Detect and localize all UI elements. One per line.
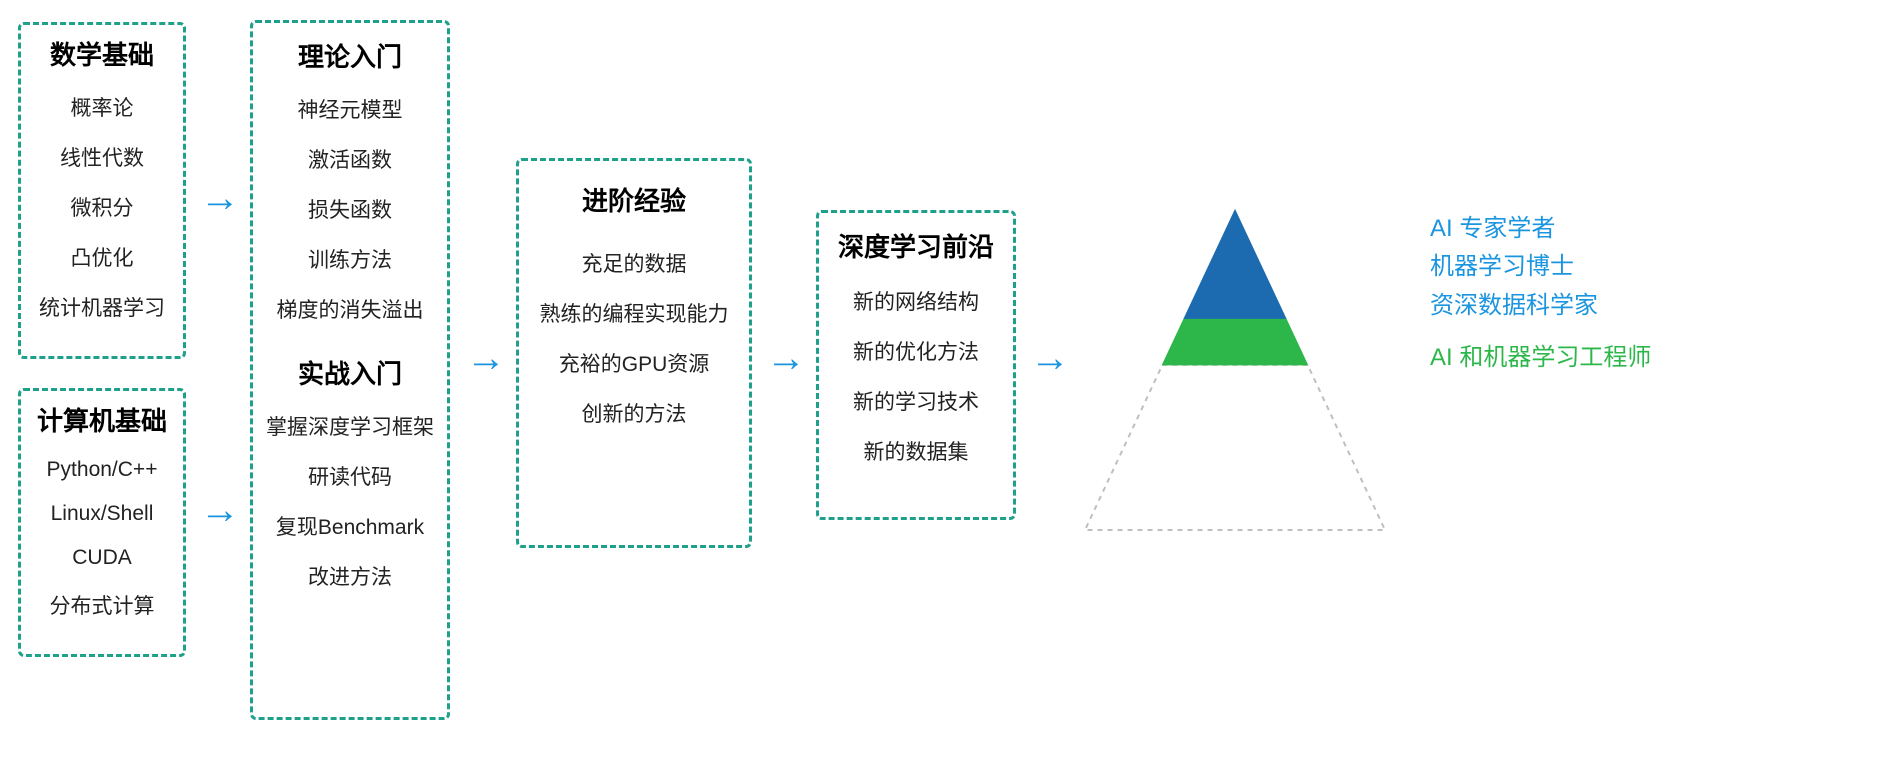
box-title: 进阶经验	[527, 181, 741, 218]
arrow-icon: →	[1030, 338, 1070, 378]
box-item: 改进方法	[261, 561, 439, 591]
box-item: 训练方法	[261, 244, 439, 274]
box-item: Linux/Shell	[29, 502, 175, 526]
box-item: 研读代码	[261, 461, 439, 491]
box-item: 新的优化方法	[827, 336, 1005, 366]
box-title: 实战入门	[261, 354, 439, 391]
box-item: 创新的方法	[527, 398, 741, 428]
arrow-icon: →	[200, 490, 240, 530]
pyramid-svg	[1080, 200, 1390, 540]
pyramid-bottom	[1085, 365, 1385, 530]
pyramid-middle	[1162, 318, 1307, 364]
legend-line: AI 专家学者	[1430, 210, 1651, 248]
box-item: 充足的数据	[527, 248, 741, 278]
box-item: 梯度的消失溢出	[261, 294, 439, 324]
box-intro: 理论入门 神经元模型 激活函数 损失函数 训练方法 梯度的消失溢出 实战入门 掌…	[250, 20, 450, 720]
box-item: Python/C++	[29, 458, 175, 482]
arrow-icon: →	[466, 338, 506, 378]
box-item: 线性代数	[29, 142, 175, 172]
arrow-icon: →	[200, 178, 240, 218]
box-item: 分布式计算	[29, 590, 175, 620]
box-cs-basics: 计算机基础 Python/C++ Linux/Shell CUDA 分布式计算	[18, 388, 186, 657]
pyramid	[1080, 200, 1390, 545]
box-advanced: 进阶经验 充足的数据 熟练的编程实现能力 充裕的GPU资源 创新的方法	[516, 158, 752, 548]
box-item: 充裕的GPU资源	[527, 348, 741, 378]
box-item: 熟练的编程实现能力	[527, 298, 741, 328]
box-item: CUDA	[29, 546, 175, 570]
arrow-icon: →	[766, 338, 806, 378]
box-item: 概率论	[29, 92, 175, 122]
box-item: 损失函数	[261, 194, 439, 224]
box-item: 新的学习技术	[827, 386, 1005, 416]
legend-line: 机器学习博士	[1430, 248, 1651, 286]
box-item: 统计机器学习	[29, 292, 175, 322]
box-title: 深度学习前沿	[827, 227, 1005, 264]
legend-line: AI 和机器学习工程师	[1430, 339, 1651, 377]
box-item: 新的数据集	[827, 436, 1005, 466]
pyramid-top	[1184, 210, 1286, 318]
box-item: 激活函数	[261, 144, 439, 174]
legend-line: 资深数据科学家	[1430, 287, 1651, 325]
box-frontier: 深度学习前沿 新的网络结构 新的优化方法 新的学习技术 新的数据集	[816, 210, 1016, 520]
box-item: 复现Benchmark	[261, 511, 439, 541]
legend: AI 专家学者 机器学习博士 资深数据科学家 AI 和机器学习工程师	[1430, 210, 1651, 378]
box-item: 微积分	[29, 192, 175, 222]
box-title: 计算机基础	[29, 401, 175, 438]
box-item: 神经元模型	[261, 94, 439, 124]
box-math-basics: 数学基础 概率论 线性代数 微积分 凸优化 统计机器学习	[18, 22, 186, 359]
box-title: 理论入门	[261, 37, 439, 74]
box-item: 新的网络结构	[827, 286, 1005, 316]
box-item: 凸优化	[29, 242, 175, 272]
box-item: 掌握深度学习框架	[261, 411, 439, 441]
box-title: 数学基础	[29, 35, 175, 72]
